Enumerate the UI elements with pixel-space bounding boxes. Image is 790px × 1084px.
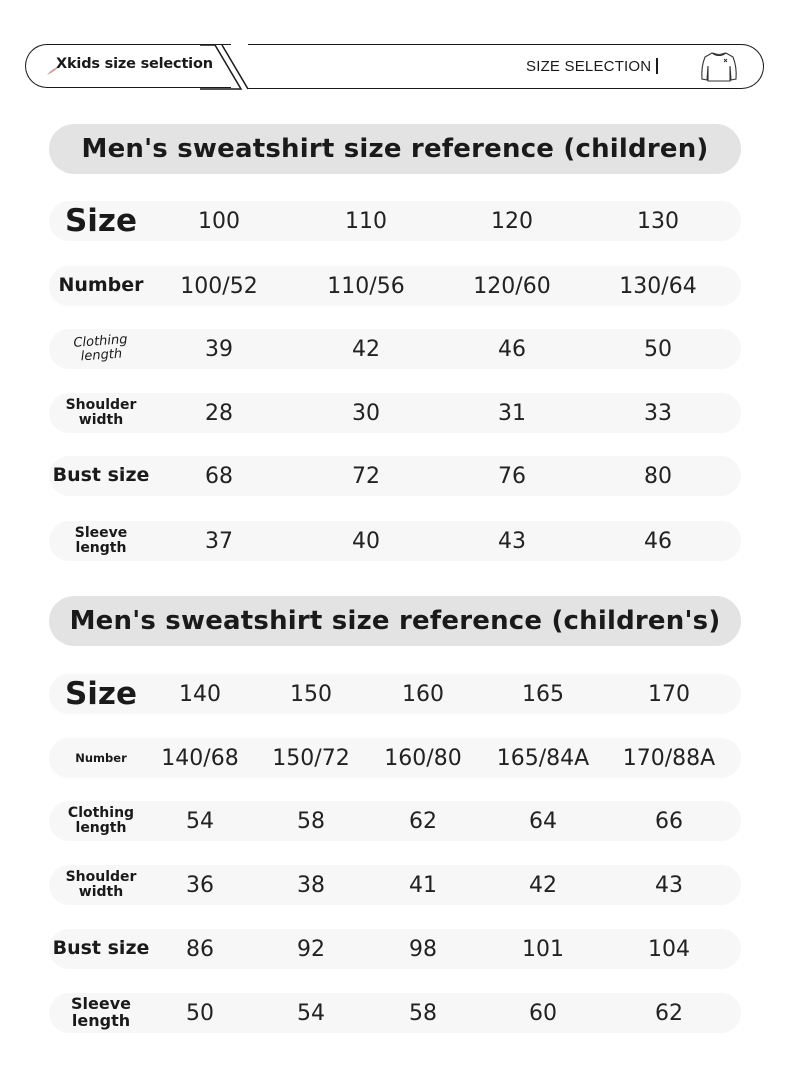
section-title-childrens: Men's sweatshirt size reference (childre… xyxy=(49,596,741,646)
table-cell: 46 xyxy=(498,336,526,362)
table-row-bust-size: Bust size 68 72 76 80 xyxy=(49,456,741,496)
brand-mark-icon xyxy=(47,67,59,75)
table-cell: 92 xyxy=(297,936,325,962)
row-label: Clothing length xyxy=(72,332,129,365)
row-label: Bust size xyxy=(52,464,150,487)
row-label: Shoulder width xyxy=(65,397,137,428)
table-cell: 64 xyxy=(529,808,557,834)
size-selection-label: SIZE SELECTION xyxy=(526,58,652,75)
table-row-number: Number 100/52 110/56 120/60 130/64 xyxy=(49,266,741,306)
row-label: Shoulder width xyxy=(65,869,137,900)
table-cell: 130 xyxy=(637,208,679,234)
row-label: Sleeve length xyxy=(74,525,128,556)
table-cell: 110 xyxy=(345,208,387,234)
table-cell: 54 xyxy=(186,808,214,834)
table-row-size: Size 100 110 120 130 xyxy=(49,201,741,241)
table-cell: 62 xyxy=(409,808,437,834)
table-cell: 54 xyxy=(297,1000,325,1026)
header-slant-divider xyxy=(200,44,249,90)
table-cell: 68 xyxy=(205,463,233,489)
sweatshirt-icon xyxy=(701,52,737,82)
table-cell: 80 xyxy=(644,463,672,489)
table-row-sleeve-length: Sleeve length 37 40 43 46 xyxy=(49,521,741,561)
row-label: Sleeve length xyxy=(71,994,131,1030)
table-cell: 50 xyxy=(644,336,672,362)
table-cell: 43 xyxy=(655,872,683,898)
table-row-shoulder-width: Shoulder width 36 38 41 42 43 xyxy=(49,865,741,905)
row-label: Size xyxy=(64,202,138,239)
table-cell: 43 xyxy=(498,528,526,554)
table-cell: 62 xyxy=(655,1000,683,1026)
table-cell: 165 xyxy=(522,681,564,707)
table-cell: 170 xyxy=(648,681,690,707)
table-cell: 39 xyxy=(205,336,233,362)
table-cell: 46 xyxy=(644,528,672,554)
table-cell: 72 xyxy=(352,463,380,489)
table-cell: 120 xyxy=(491,208,533,234)
table-cell: 86 xyxy=(186,936,214,962)
table-cell: 100/52 xyxy=(180,273,258,299)
table-cell: 100 xyxy=(198,208,240,234)
table-cell: 33 xyxy=(644,400,672,426)
table-cell: 140/68 xyxy=(161,745,239,771)
table-cell: 40 xyxy=(352,528,380,554)
table-cell: 30 xyxy=(352,400,380,426)
header-left-frame xyxy=(25,44,231,88)
table-row-shoulder-width: Shoulder width 28 30 31 33 xyxy=(49,393,741,433)
table-cell: 58 xyxy=(297,808,325,834)
table-cell: 41 xyxy=(409,872,437,898)
header-divider-bar xyxy=(656,58,658,74)
row-label: Clothing length xyxy=(67,805,135,836)
table-cell: 58 xyxy=(409,1000,437,1026)
table-cell: 42 xyxy=(352,336,380,362)
table-cell: 42 xyxy=(529,872,557,898)
table-cell: 170/88A xyxy=(622,745,716,771)
table-cell: 60 xyxy=(529,1000,557,1026)
table-cell: 101 xyxy=(522,936,564,962)
table-cell: 38 xyxy=(297,872,325,898)
table-cell: 110/56 xyxy=(327,273,405,299)
table-cell: 140 xyxy=(179,681,221,707)
table-cell: 98 xyxy=(409,936,437,962)
table-cell: 76 xyxy=(498,463,526,489)
table-row-clothing-length: Clothing length 54 58 62 64 66 xyxy=(49,801,741,841)
table-cell: 130/64 xyxy=(619,273,697,299)
table-row-bust-size: Bust size 86 92 98 101 104 xyxy=(49,929,741,969)
table-row-number: Number 140/68 150/72 160/80 165/84A 170/… xyxy=(49,738,741,778)
row-label: Number xyxy=(75,750,127,765)
table-cell: 37 xyxy=(205,528,233,554)
table-row-sleeve-length: Sleeve length 50 54 58 60 62 xyxy=(49,993,741,1033)
table-cell: 104 xyxy=(648,936,690,962)
section-title-children: Men's sweatshirt size reference (childre… xyxy=(49,124,741,174)
table-cell: 165/84A xyxy=(496,745,590,771)
table-cell: 28 xyxy=(205,400,233,426)
brand-title: Xkids size selection xyxy=(56,56,213,72)
table-cell: 120/60 xyxy=(473,273,551,299)
row-label: Bust size xyxy=(52,937,150,960)
header-right-frame xyxy=(248,44,764,89)
table-cell: 50 xyxy=(186,1000,214,1026)
table-cell: 160 xyxy=(402,681,444,707)
table-cell: 150 xyxy=(290,681,332,707)
row-label: Number xyxy=(58,274,144,297)
table-row-size: Size 140 150 160 165 170 xyxy=(49,674,741,714)
table-cell: 160/80 xyxy=(384,745,462,771)
row-label: Size xyxy=(64,675,138,712)
table-cell: 66 xyxy=(655,808,683,834)
table-row-clothing-length: Clothing length 39 42 46 50 xyxy=(49,329,741,369)
table-cell: 150/72 xyxy=(272,745,350,771)
table-cell: 31 xyxy=(498,400,526,426)
table-cell: 36 xyxy=(186,872,214,898)
